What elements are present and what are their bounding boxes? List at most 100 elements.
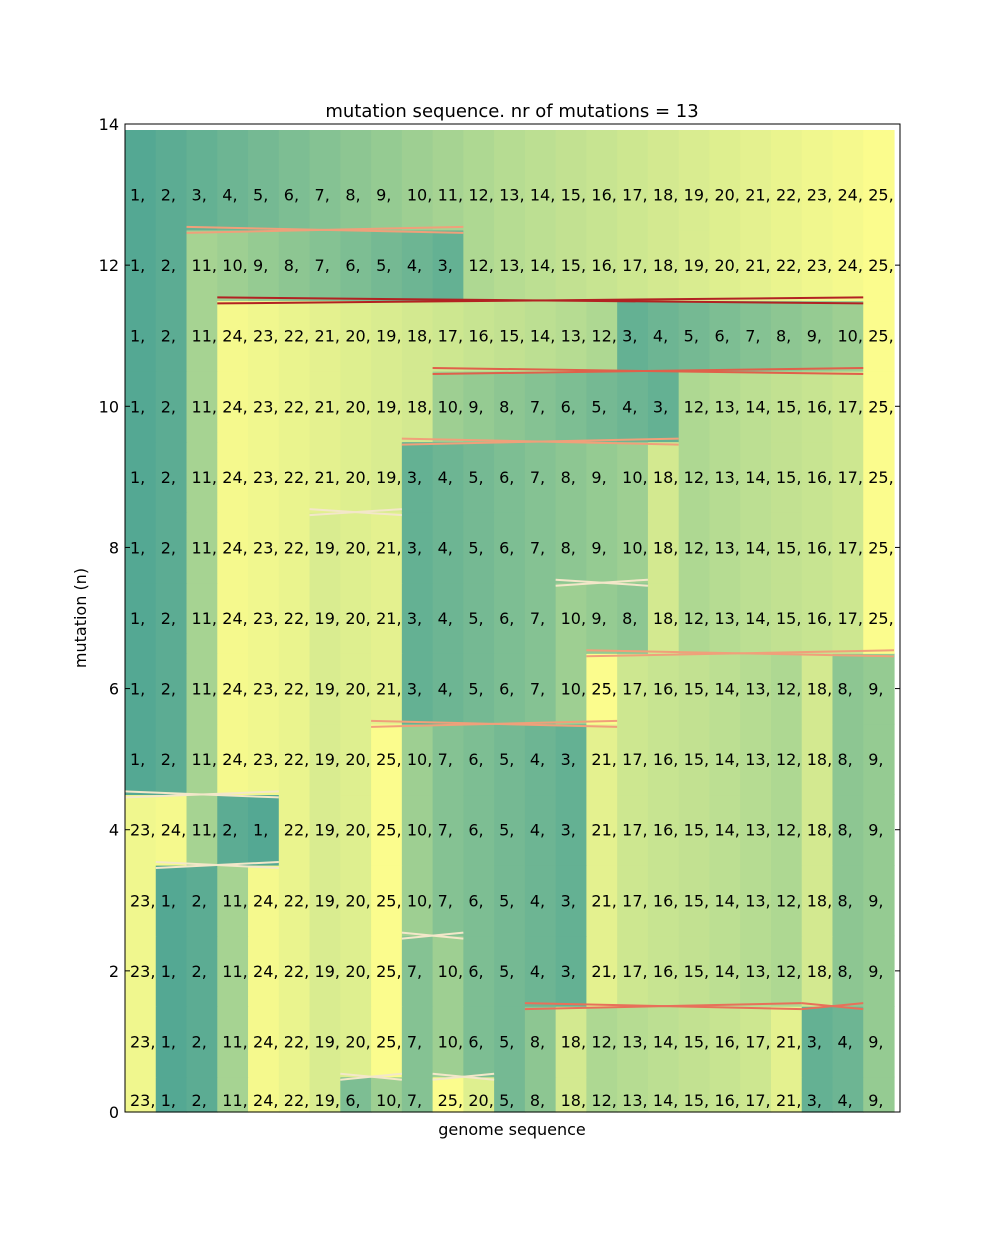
cell-label: 9, (868, 750, 883, 769)
heatmap-cell (340, 1006, 372, 1078)
heatmap-cell (524, 441, 557, 513)
cell-label: 11, (192, 680, 217, 699)
heatmap-cell (248, 935, 280, 1007)
cell-label: 21, (591, 821, 616, 840)
heatmap-cell (617, 794, 649, 866)
heatmap-cell (524, 723, 557, 796)
heatmap-cell (155, 653, 188, 725)
cell-label: 18, (653, 186, 678, 205)
heatmap-cell (125, 300, 157, 372)
heatmap-cell (770, 371, 803, 443)
cell-label: 2, (222, 821, 237, 840)
cell-label: 8, (776, 327, 791, 346)
cell-label: 8, (837, 891, 852, 910)
heatmap-cell (555, 582, 587, 654)
heatmap-cell (555, 371, 587, 443)
heatmap-cell (155, 794, 188, 866)
cell-label: 11, (192, 750, 217, 769)
cell-label: 14, (745, 468, 770, 487)
heatmap-cell (555, 512, 587, 584)
cell-label: 18, (653, 468, 678, 487)
heatmap-cell (309, 865, 341, 937)
cell-label: 11, (222, 1032, 247, 1051)
heatmap-cell (524, 229, 557, 302)
heatmap-cell (278, 130, 311, 231)
heatmap-cell (709, 512, 741, 584)
heatmap-cell (647, 300, 680, 372)
heatmap-cell (309, 300, 341, 372)
heatmap-cell (494, 1006, 526, 1078)
heatmap-cell (494, 935, 526, 1007)
heatmap-cell (125, 935, 157, 1007)
cell-label: 16, (807, 468, 832, 487)
heatmap-cell (432, 229, 464, 302)
cell-label: 16, (807, 538, 832, 557)
cell-label: 23, (253, 327, 278, 346)
cell-label: 7, (315, 256, 330, 275)
heatmap-cell (586, 582, 618, 654)
heatmap-cell (770, 1006, 803, 1078)
heatmap-cell (217, 865, 249, 937)
cell-label: 23, (130, 1032, 155, 1051)
heatmap-cell (278, 582, 311, 654)
heatmap-cell (555, 441, 587, 513)
y-tick-label: 6 (109, 680, 119, 699)
heatmap-cell (463, 130, 495, 231)
chart-title: mutation sequence. nr of mutations = 13 (325, 101, 698, 122)
cell-label: 3, (192, 186, 207, 205)
cell-label: 19, (315, 962, 340, 981)
mutation-marker-line (801, 1002, 864, 1011)
heatmap-cell (863, 300, 895, 372)
cell-label: 20, (345, 468, 370, 487)
heatmap-cell (186, 794, 218, 866)
heatmap-cell (678, 1006, 711, 1078)
cell-label: 11, (222, 1091, 247, 1110)
cell-label: 22, (284, 609, 309, 628)
heatmap-cell (217, 935, 249, 1007)
cell-label: 6, (284, 186, 299, 205)
heatmap-cell (371, 865, 403, 937)
cell-label: 1, (130, 468, 145, 487)
heatmap-cell (647, 512, 680, 584)
heatmap-cell (155, 1076, 188, 1113)
cell-label: 1, (253, 821, 268, 840)
heatmap-cell (186, 512, 218, 584)
heatmap-cell (832, 300, 864, 372)
heatmap-cell (801, 371, 834, 443)
cell-label: 4, (438, 538, 453, 557)
heatmap-cell (278, 935, 311, 1007)
cell-label: 7, (407, 1091, 422, 1110)
heatmap-cell (371, 794, 403, 866)
cell-label: 14, (653, 1032, 678, 1051)
heatmap-cell (371, 300, 403, 372)
cell-label: 21, (776, 1032, 801, 1051)
cell-label: 19, (684, 256, 709, 275)
heatmap-cell (401, 723, 434, 796)
heatmap-cell (740, 935, 772, 1007)
cell-label: 15, (684, 680, 709, 699)
heatmap-cell (125, 653, 157, 725)
cell-label: 17, (622, 891, 647, 910)
heatmap-cell (863, 935, 895, 1007)
cell-label: 25, (376, 891, 401, 910)
cell-label: 12, (591, 327, 616, 346)
heatmap-cell (463, 935, 495, 1007)
cell-label: 14, (530, 327, 555, 346)
heatmap-cell (401, 935, 434, 1007)
heatmap-cell (125, 723, 157, 796)
heatmap-cell (432, 865, 464, 937)
cell-label: 1, (130, 397, 145, 416)
heatmap-cell (432, 653, 464, 725)
cell-label: 2, (161, 397, 176, 416)
heatmap-cell (217, 723, 249, 796)
heatmap-cell (186, 300, 218, 372)
cell-label: 11, (192, 538, 217, 557)
heatmap-cell (555, 935, 587, 1007)
heatmap-cell (801, 794, 834, 866)
heatmap-cell (494, 582, 526, 654)
cell-label: 13, (714, 397, 739, 416)
cell-label: 25, (868, 186, 893, 205)
heatmap-cell (832, 865, 864, 937)
heatmap-cell (248, 229, 280, 302)
heatmap-cell (586, 300, 618, 372)
